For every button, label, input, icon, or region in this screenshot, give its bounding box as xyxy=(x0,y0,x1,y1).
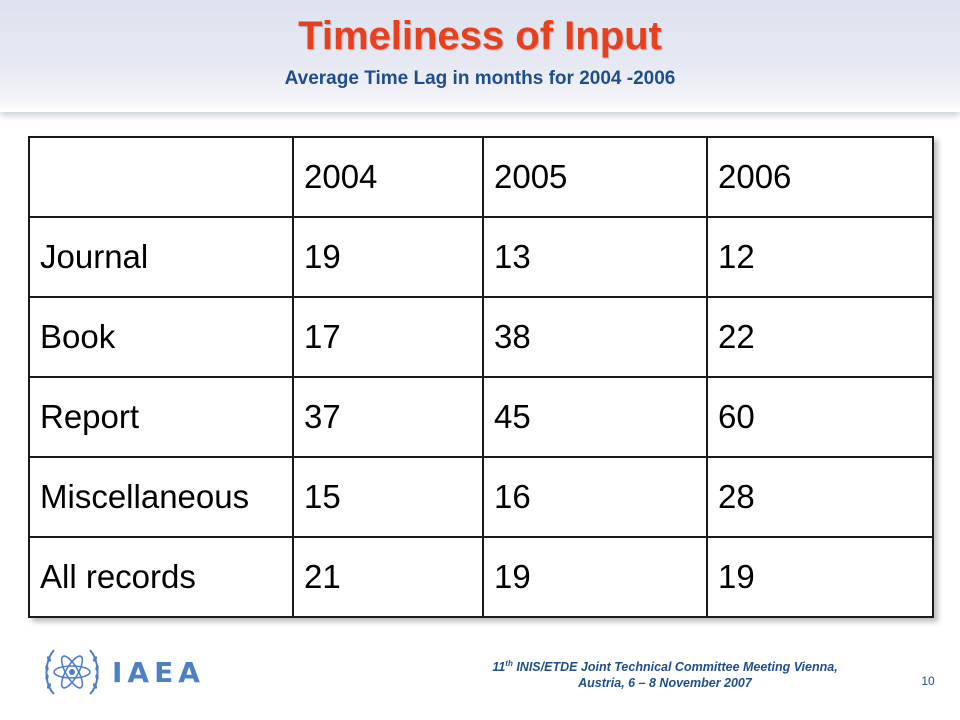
table-cell: 19 xyxy=(706,536,934,618)
table-cell: 28 xyxy=(706,456,934,538)
table-cell: 21 xyxy=(292,536,484,618)
table-row: Book 17 38 22 xyxy=(28,296,934,378)
slide-subtitle: Average Time Lag in months for 2004 -200… xyxy=(284,68,676,89)
table-header-cell: 2006 xyxy=(706,136,934,218)
row-label: Miscellaneous xyxy=(28,456,294,538)
row-label: All records xyxy=(28,536,294,618)
iaea-logo-text: IAEA xyxy=(112,656,205,689)
table-cell: 22 xyxy=(706,296,934,378)
table-cell: 19 xyxy=(292,216,484,298)
table-row: All records 21 19 19 xyxy=(28,536,934,618)
footer-meeting-info: 11th INIS/ETDE Joint Technical Committee… xyxy=(420,656,910,691)
footer-meeting-name: INIS/ETDE Joint Technical Committee Meet… xyxy=(512,660,838,675)
table-cell: 12 xyxy=(706,216,934,298)
table-cell: 15 xyxy=(292,456,484,538)
table-header-row: 2004 2005 2006 xyxy=(28,136,934,218)
table-cell: 38 xyxy=(482,296,708,378)
table-row: Miscellaneous 15 16 28 xyxy=(28,456,934,538)
table-header-cell: 2004 xyxy=(292,136,484,218)
iaea-logo-icon xyxy=(45,649,99,695)
row-label: Book xyxy=(28,296,294,378)
slide-header: Timeliness of Input Average Time Lag in … xyxy=(0,0,960,112)
table-row: Journal 19 13 12 xyxy=(28,216,934,298)
table-row: Report 37 45 60 xyxy=(28,376,934,458)
table-cell: 13 xyxy=(482,216,708,298)
row-label: Report xyxy=(28,376,294,458)
footer-ordinal-suffix: th xyxy=(505,659,513,668)
footer-ordinal: 11 xyxy=(492,660,506,675)
table-cell: 37 xyxy=(292,376,484,458)
table-cell: 45 xyxy=(482,376,708,458)
table-cell: 17 xyxy=(292,296,484,378)
table-cell: 60 xyxy=(706,376,934,458)
table-corner-cell xyxy=(28,136,294,218)
table-cell: 16 xyxy=(482,456,708,538)
row-label: Journal xyxy=(28,216,294,298)
time-lag-table: 2004 2005 2006 Journal 19 13 12 Book 17 … xyxy=(28,136,934,618)
footer-meeting-dates: Austria, 6 – 8 November 2007 xyxy=(578,676,752,691)
table-header-cell: 2005 xyxy=(482,136,708,218)
table-cell: 19 xyxy=(482,536,708,618)
slide-title: Timeliness of Input xyxy=(298,14,662,58)
page-number: 10 xyxy=(921,674,935,688)
